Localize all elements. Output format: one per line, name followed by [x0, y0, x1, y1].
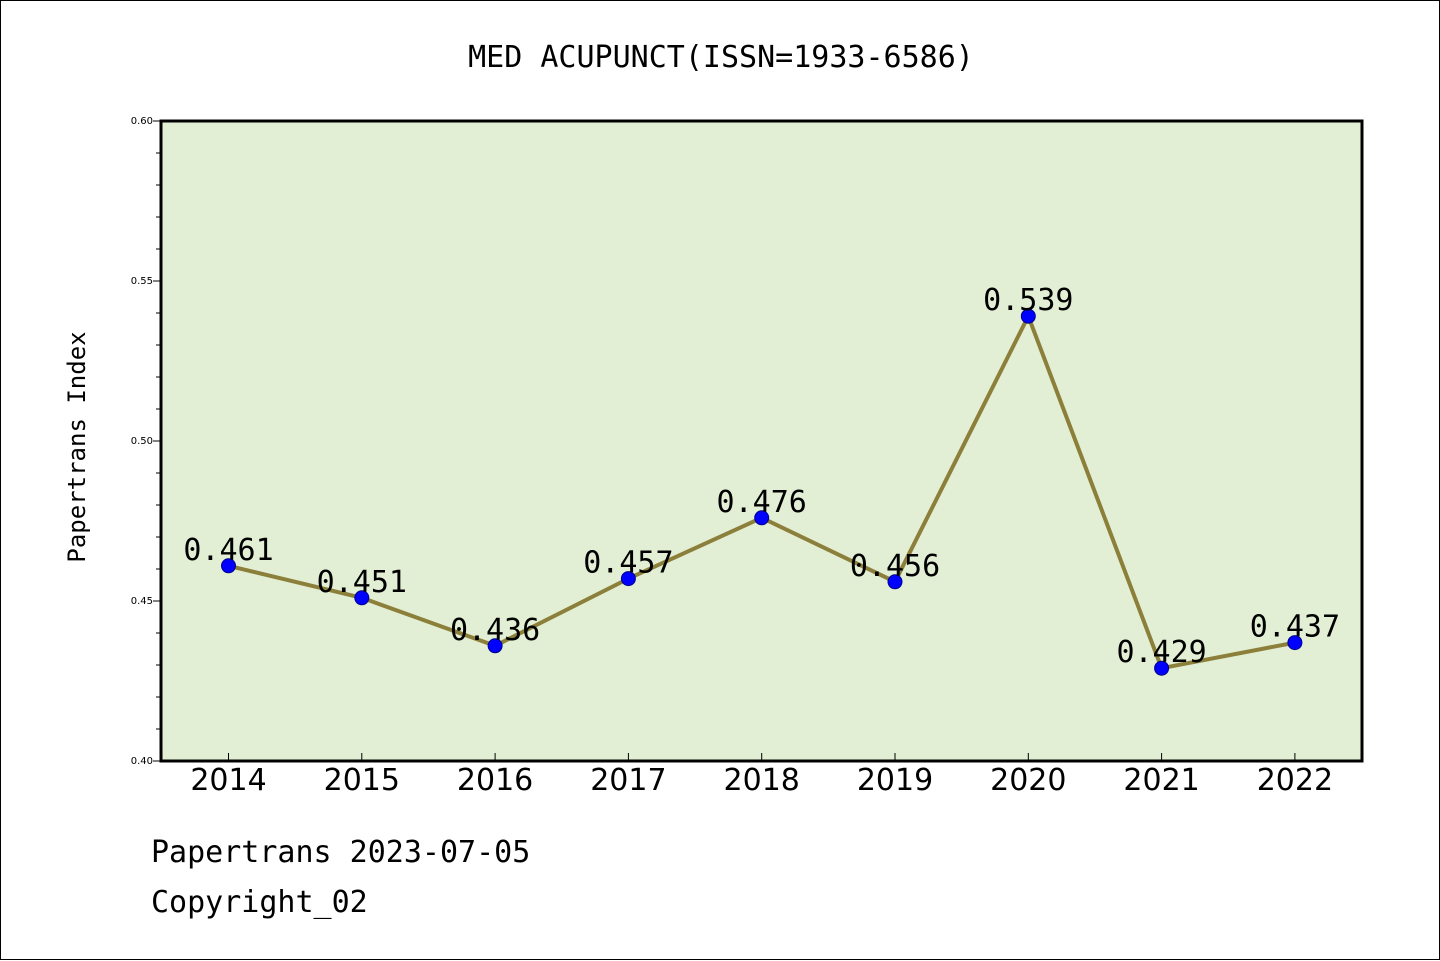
data-point — [1154, 660, 1170, 676]
y-tick-label: 0.55 — [131, 276, 153, 287]
x-tick-label: 2020 — [990, 763, 1066, 798]
y-tick-label: 0.50 — [131, 436, 153, 447]
data-point — [487, 638, 503, 654]
x-tick-label: 2021 — [1123, 763, 1199, 798]
x-tick-label: 2017 — [590, 763, 666, 798]
y-tick-label: 0.45 — [131, 596, 153, 607]
data-point — [620, 571, 636, 587]
data-label: 0.476 — [717, 485, 807, 520]
data-label: 0.539 — [983, 283, 1073, 318]
data-labels: 0.461 0.451 0.436 0.457 0.476 0.456 0.539 0.429… — [183, 283, 1340, 670]
data-label: 0.451 — [317, 565, 407, 600]
data-point — [221, 558, 236, 574]
series — [221, 308, 1303, 676]
data-point — [887, 574, 903, 590]
x-tick-label: 2019 — [857, 763, 933, 798]
y-axis: 0.40 0.45 0.50 0.55 0.60 — [131, 116, 161, 767]
x-axis: 2014 2015 2016 2017 2018 2019 2020 2021 2022 — [190, 753, 1333, 798]
chart-title: MED ACUPUNCT(ISSN=1933-6586) — [468, 40, 974, 75]
x-tick-label: 2022 — [1257, 763, 1333, 798]
y-axis-label: Papertrans Index — [63, 331, 91, 562]
data-point — [1287, 635, 1303, 651]
data-point — [754, 510, 770, 526]
data-point — [1020, 308, 1036, 324]
footer-date: Papertrans 2023-07-05 — [151, 835, 531, 870]
data-label: 0.457 — [583, 546, 673, 581]
data-label: 0.436 — [450, 613, 540, 648]
data-point — [354, 590, 370, 606]
y-tick-label: 0.40 — [131, 756, 153, 767]
footer-copyright: Copyright_02 — [151, 885, 368, 920]
x-tick-label: 2014 — [190, 763, 266, 798]
x-tick-label: 2016 — [457, 763, 533, 798]
data-label: 0.456 — [850, 549, 940, 584]
data-label: 0.461 — [183, 533, 273, 568]
x-tick-label: 2018 — [724, 763, 800, 798]
data-label: 0.429 — [1116, 635, 1206, 670]
y-tick-label: 0.60 — [131, 116, 153, 127]
plot-border — [159, 119, 1364, 763]
x-tick-label: 2015 — [324, 763, 400, 798]
plot-area — [161, 121, 1362, 761]
data-label: 0.437 — [1250, 610, 1340, 645]
